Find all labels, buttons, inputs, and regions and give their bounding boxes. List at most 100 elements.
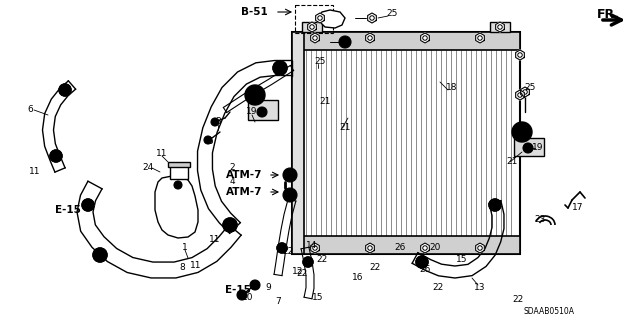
Text: 19: 19 (246, 108, 258, 116)
Polygon shape (155, 176, 198, 238)
Polygon shape (420, 243, 429, 253)
Polygon shape (316, 13, 324, 23)
Bar (490, 22, 510, 32)
Bar (292, 32, 304, 254)
Text: 11: 11 (29, 167, 41, 176)
Text: 18: 18 (446, 84, 458, 93)
Polygon shape (476, 243, 484, 253)
Text: 4: 4 (229, 177, 235, 187)
Circle shape (237, 290, 247, 300)
Text: E-15: E-15 (55, 205, 81, 215)
Text: 1: 1 (182, 243, 188, 253)
Text: 21: 21 (339, 123, 351, 132)
Text: FR.: FR. (596, 8, 620, 20)
Text: 22: 22 (282, 248, 294, 256)
Polygon shape (476, 33, 484, 43)
Text: 8: 8 (179, 263, 185, 272)
Text: 22: 22 (316, 256, 328, 264)
Circle shape (250, 90, 260, 100)
Text: 21: 21 (319, 98, 331, 107)
Circle shape (59, 84, 71, 96)
Text: 22: 22 (433, 284, 444, 293)
Circle shape (283, 168, 297, 182)
Text: 11: 11 (156, 149, 168, 158)
Circle shape (523, 143, 533, 153)
Circle shape (342, 39, 348, 45)
Text: 22: 22 (296, 270, 308, 278)
Text: 6: 6 (27, 106, 33, 115)
Text: 5: 5 (207, 137, 213, 146)
Polygon shape (285, 170, 294, 180)
Text: 21: 21 (506, 158, 518, 167)
Bar (292, 32, 520, 254)
Bar (292, 32, 520, 50)
Polygon shape (516, 50, 524, 60)
Text: 10: 10 (243, 293, 253, 302)
Bar (514, 138, 544, 156)
Text: 15: 15 (456, 256, 468, 264)
Circle shape (273, 61, 287, 75)
Circle shape (525, 145, 531, 151)
Text: 11: 11 (209, 235, 221, 244)
Text: 24: 24 (142, 164, 154, 173)
Text: ATM-7: ATM-7 (225, 170, 262, 180)
Text: 25: 25 (387, 10, 397, 19)
Text: 25: 25 (314, 57, 326, 66)
Bar (248, 100, 278, 120)
Bar (170, 165, 188, 179)
Circle shape (489, 199, 501, 211)
Text: E-15: E-15 (225, 285, 251, 295)
Circle shape (339, 36, 351, 48)
Circle shape (283, 188, 297, 202)
Text: ATM-7: ATM-7 (225, 187, 262, 197)
Circle shape (517, 127, 527, 137)
Text: 17: 17 (572, 204, 584, 212)
Circle shape (174, 181, 182, 189)
Circle shape (93, 248, 107, 262)
Circle shape (303, 257, 313, 267)
Text: 26: 26 (394, 243, 406, 253)
Text: 26: 26 (419, 265, 431, 275)
Text: 12: 12 (292, 268, 304, 277)
Text: B-51: B-51 (241, 7, 268, 17)
Text: 22: 22 (369, 263, 381, 272)
Bar (292, 236, 520, 254)
Text: 23: 23 (534, 216, 546, 225)
Polygon shape (316, 10, 345, 28)
Bar (168, 162, 190, 167)
Text: 25: 25 (524, 84, 536, 93)
Circle shape (223, 218, 237, 232)
Polygon shape (367, 13, 376, 23)
Bar (302, 22, 322, 32)
Text: SDAAB0510A: SDAAB0510A (524, 307, 575, 315)
Text: 16: 16 (352, 273, 364, 283)
Circle shape (257, 107, 267, 117)
Polygon shape (521, 87, 529, 97)
Text: 15: 15 (312, 293, 324, 302)
Text: 14: 14 (307, 241, 317, 249)
Polygon shape (516, 90, 524, 100)
Circle shape (512, 122, 532, 142)
Polygon shape (495, 22, 504, 32)
Circle shape (259, 109, 264, 115)
Text: 11: 11 (190, 262, 202, 271)
Polygon shape (310, 243, 319, 253)
Text: 2: 2 (229, 164, 235, 173)
Text: 22: 22 (513, 295, 524, 305)
Circle shape (82, 199, 94, 211)
Text: 20: 20 (429, 243, 441, 253)
Circle shape (245, 85, 265, 105)
Polygon shape (365, 243, 374, 253)
Polygon shape (310, 33, 319, 43)
Circle shape (50, 150, 62, 162)
Circle shape (204, 136, 212, 144)
Polygon shape (285, 190, 294, 200)
Text: 9: 9 (265, 284, 271, 293)
Text: 19: 19 (532, 144, 544, 152)
Polygon shape (365, 33, 374, 43)
Circle shape (211, 118, 219, 126)
Text: 7: 7 (275, 296, 281, 306)
Circle shape (250, 280, 260, 290)
Text: 3: 3 (215, 117, 221, 127)
Text: 13: 13 (474, 284, 486, 293)
